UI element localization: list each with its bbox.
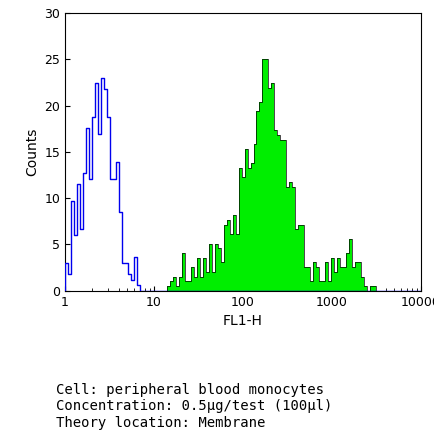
Y-axis label: Counts: Counts: [25, 128, 39, 176]
X-axis label: FL1-H: FL1-H: [223, 314, 263, 328]
Text: Cell: peripheral blood monocytes
Concentration: 0.5μg/test (100μl)
Theory locati: Cell: peripheral blood monocytes Concent…: [56, 383, 333, 430]
